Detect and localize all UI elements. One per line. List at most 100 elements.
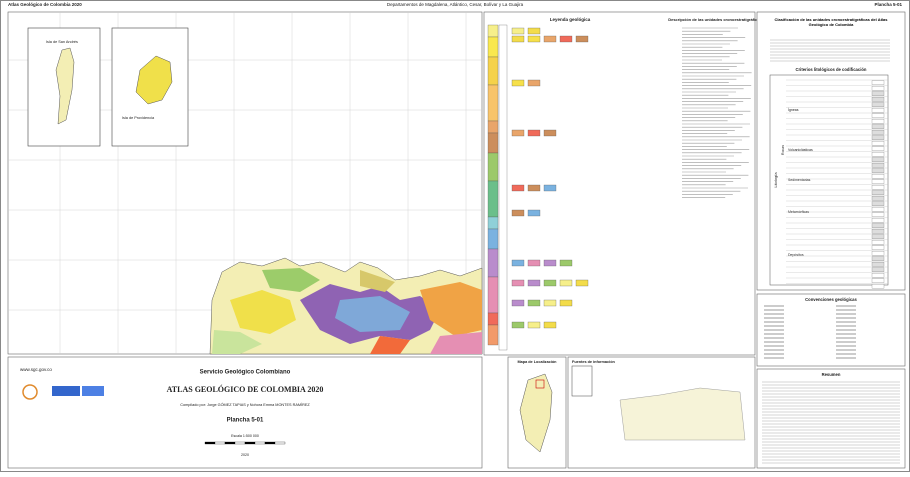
scale-segment bbox=[234, 441, 246, 445]
website: www.sgc.gov.co bbox=[20, 367, 52, 372]
inset-label: Isla de Providencia bbox=[122, 116, 155, 120]
right-panel: Clasificación de las unidades cronoestra… bbox=[756, 11, 906, 469]
unit-box bbox=[511, 259, 525, 267]
pattern-cell bbox=[871, 185, 885, 190]
scale-segment bbox=[264, 441, 276, 445]
scale: Escala 1:500 000 bbox=[231, 434, 259, 438]
footer-sheet: Plancha 5-01 bbox=[227, 418, 264, 424]
unit-box bbox=[511, 321, 525, 329]
title-block: www.sgc.gov.co Servicio Geológico Colomb… bbox=[7, 356, 756, 469]
unit-box bbox=[559, 299, 573, 307]
unit-box bbox=[527, 129, 541, 137]
gov-logo bbox=[82, 386, 104, 396]
era-band bbox=[487, 132, 499, 154]
institution: Servicio Geológico Colombiano bbox=[200, 370, 291, 376]
unit-box bbox=[511, 129, 525, 137]
pattern-cell bbox=[871, 207, 885, 212]
unit-box bbox=[543, 184, 557, 192]
sources-map bbox=[619, 387, 746, 441]
pattern-cell bbox=[871, 135, 885, 140]
scale-segment bbox=[224, 441, 236, 445]
rock-group: Volcaniclásticas bbox=[788, 148, 813, 152]
location-map-title: Mapa de Localización bbox=[517, 360, 557, 364]
header-sheet: Plancha 5-01 bbox=[874, 2, 902, 7]
pattern-cell bbox=[871, 91, 885, 96]
inset-island bbox=[135, 55, 173, 105]
pattern-cell bbox=[871, 174, 885, 179]
pattern-cell bbox=[871, 190, 885, 195]
rocks-label: Rocas bbox=[781, 145, 785, 155]
pattern-cell bbox=[871, 163, 885, 168]
inset-label: Isla de San Andrés bbox=[46, 40, 78, 44]
era-band bbox=[487, 180, 499, 218]
pattern-cell bbox=[871, 267, 885, 272]
pattern-cell bbox=[871, 223, 885, 228]
sources-title: Fuentes de información bbox=[572, 360, 616, 364]
geo-unit bbox=[335, 296, 410, 332]
map: Isla de San Andrés Isla de Providencia bbox=[7, 11, 483, 355]
summary-frame bbox=[756, 368, 906, 469]
era-band bbox=[487, 276, 499, 314]
legend: Leyenda geológica Descripción de las uni… bbox=[483, 11, 763, 356]
unit-box bbox=[511, 27, 525, 35]
compiled-by: Compilado por: Jorge GÓMEZ TAPIAS y Noho… bbox=[180, 402, 310, 407]
unit-box bbox=[543, 259, 557, 267]
pattern-cell bbox=[871, 86, 885, 91]
rock-group: Sedimentarias bbox=[788, 178, 811, 182]
era-band bbox=[487, 152, 499, 182]
pattern-cell bbox=[871, 168, 885, 173]
description-title: Descripción de las unidades cronoestrati… bbox=[668, 17, 762, 22]
unit-box bbox=[527, 27, 541, 35]
pattern-cell bbox=[871, 108, 885, 113]
pattern-cell bbox=[871, 97, 885, 102]
classification-title: Clasificación de las unidades cronoestra… bbox=[774, 17, 888, 27]
classification-title-box: Clasificación de las unidades cronoestra… bbox=[774, 17, 888, 27]
unit-box bbox=[559, 259, 573, 267]
header-title: Atlas Geológico de Colombia 2020 bbox=[8, 2, 82, 7]
pattern-cell bbox=[871, 256, 885, 261]
sgc-logo bbox=[22, 384, 38, 400]
pattern-cell bbox=[871, 102, 885, 107]
geo-unit bbox=[360, 270, 395, 292]
unit-box bbox=[527, 279, 541, 287]
title-frame bbox=[7, 356, 483, 469]
unit-box bbox=[559, 279, 573, 287]
era-band bbox=[487, 56, 499, 86]
era-band bbox=[487, 248, 499, 278]
unit-box bbox=[543, 299, 557, 307]
pattern-cell bbox=[871, 284, 885, 289]
era-band bbox=[487, 324, 499, 346]
scale-segment bbox=[254, 441, 266, 445]
pattern-cell bbox=[871, 146, 885, 151]
unit-box bbox=[511, 79, 525, 87]
pattern-cell bbox=[871, 124, 885, 129]
unit-box bbox=[527, 259, 541, 267]
era-band bbox=[487, 84, 499, 122]
gov-logo bbox=[52, 386, 80, 396]
summary-title: Resumen bbox=[822, 372, 841, 377]
pattern-cell bbox=[871, 130, 885, 135]
scale-bar bbox=[204, 441, 286, 445]
pattern-cell bbox=[871, 229, 885, 234]
geo-unit bbox=[430, 332, 482, 354]
atlas-title: ATLAS GEOLÓGICO DE COLOMBIA 2020 bbox=[167, 384, 324, 394]
rock-group: Ígneas bbox=[788, 108, 799, 112]
unit-box bbox=[559, 35, 573, 43]
unit-box bbox=[511, 299, 525, 307]
unit-box bbox=[511, 279, 525, 287]
lithology-label: Litología bbox=[773, 172, 778, 188]
pattern-cell bbox=[871, 218, 885, 223]
unit-box bbox=[527, 79, 541, 87]
unit-box bbox=[511, 35, 525, 43]
unit-box bbox=[527, 184, 541, 192]
geo-unit bbox=[262, 268, 320, 292]
pattern-cell bbox=[871, 240, 885, 245]
era-band bbox=[487, 228, 499, 250]
rock-group: Depósitos bbox=[788, 253, 804, 257]
unit-box bbox=[543, 321, 557, 329]
geo-unit bbox=[420, 282, 482, 336]
legend-frame bbox=[483, 11, 756, 356]
pattern-cell bbox=[871, 278, 885, 283]
header-region: Departamentos de Magdalena, Atlántico, C… bbox=[387, 2, 524, 7]
